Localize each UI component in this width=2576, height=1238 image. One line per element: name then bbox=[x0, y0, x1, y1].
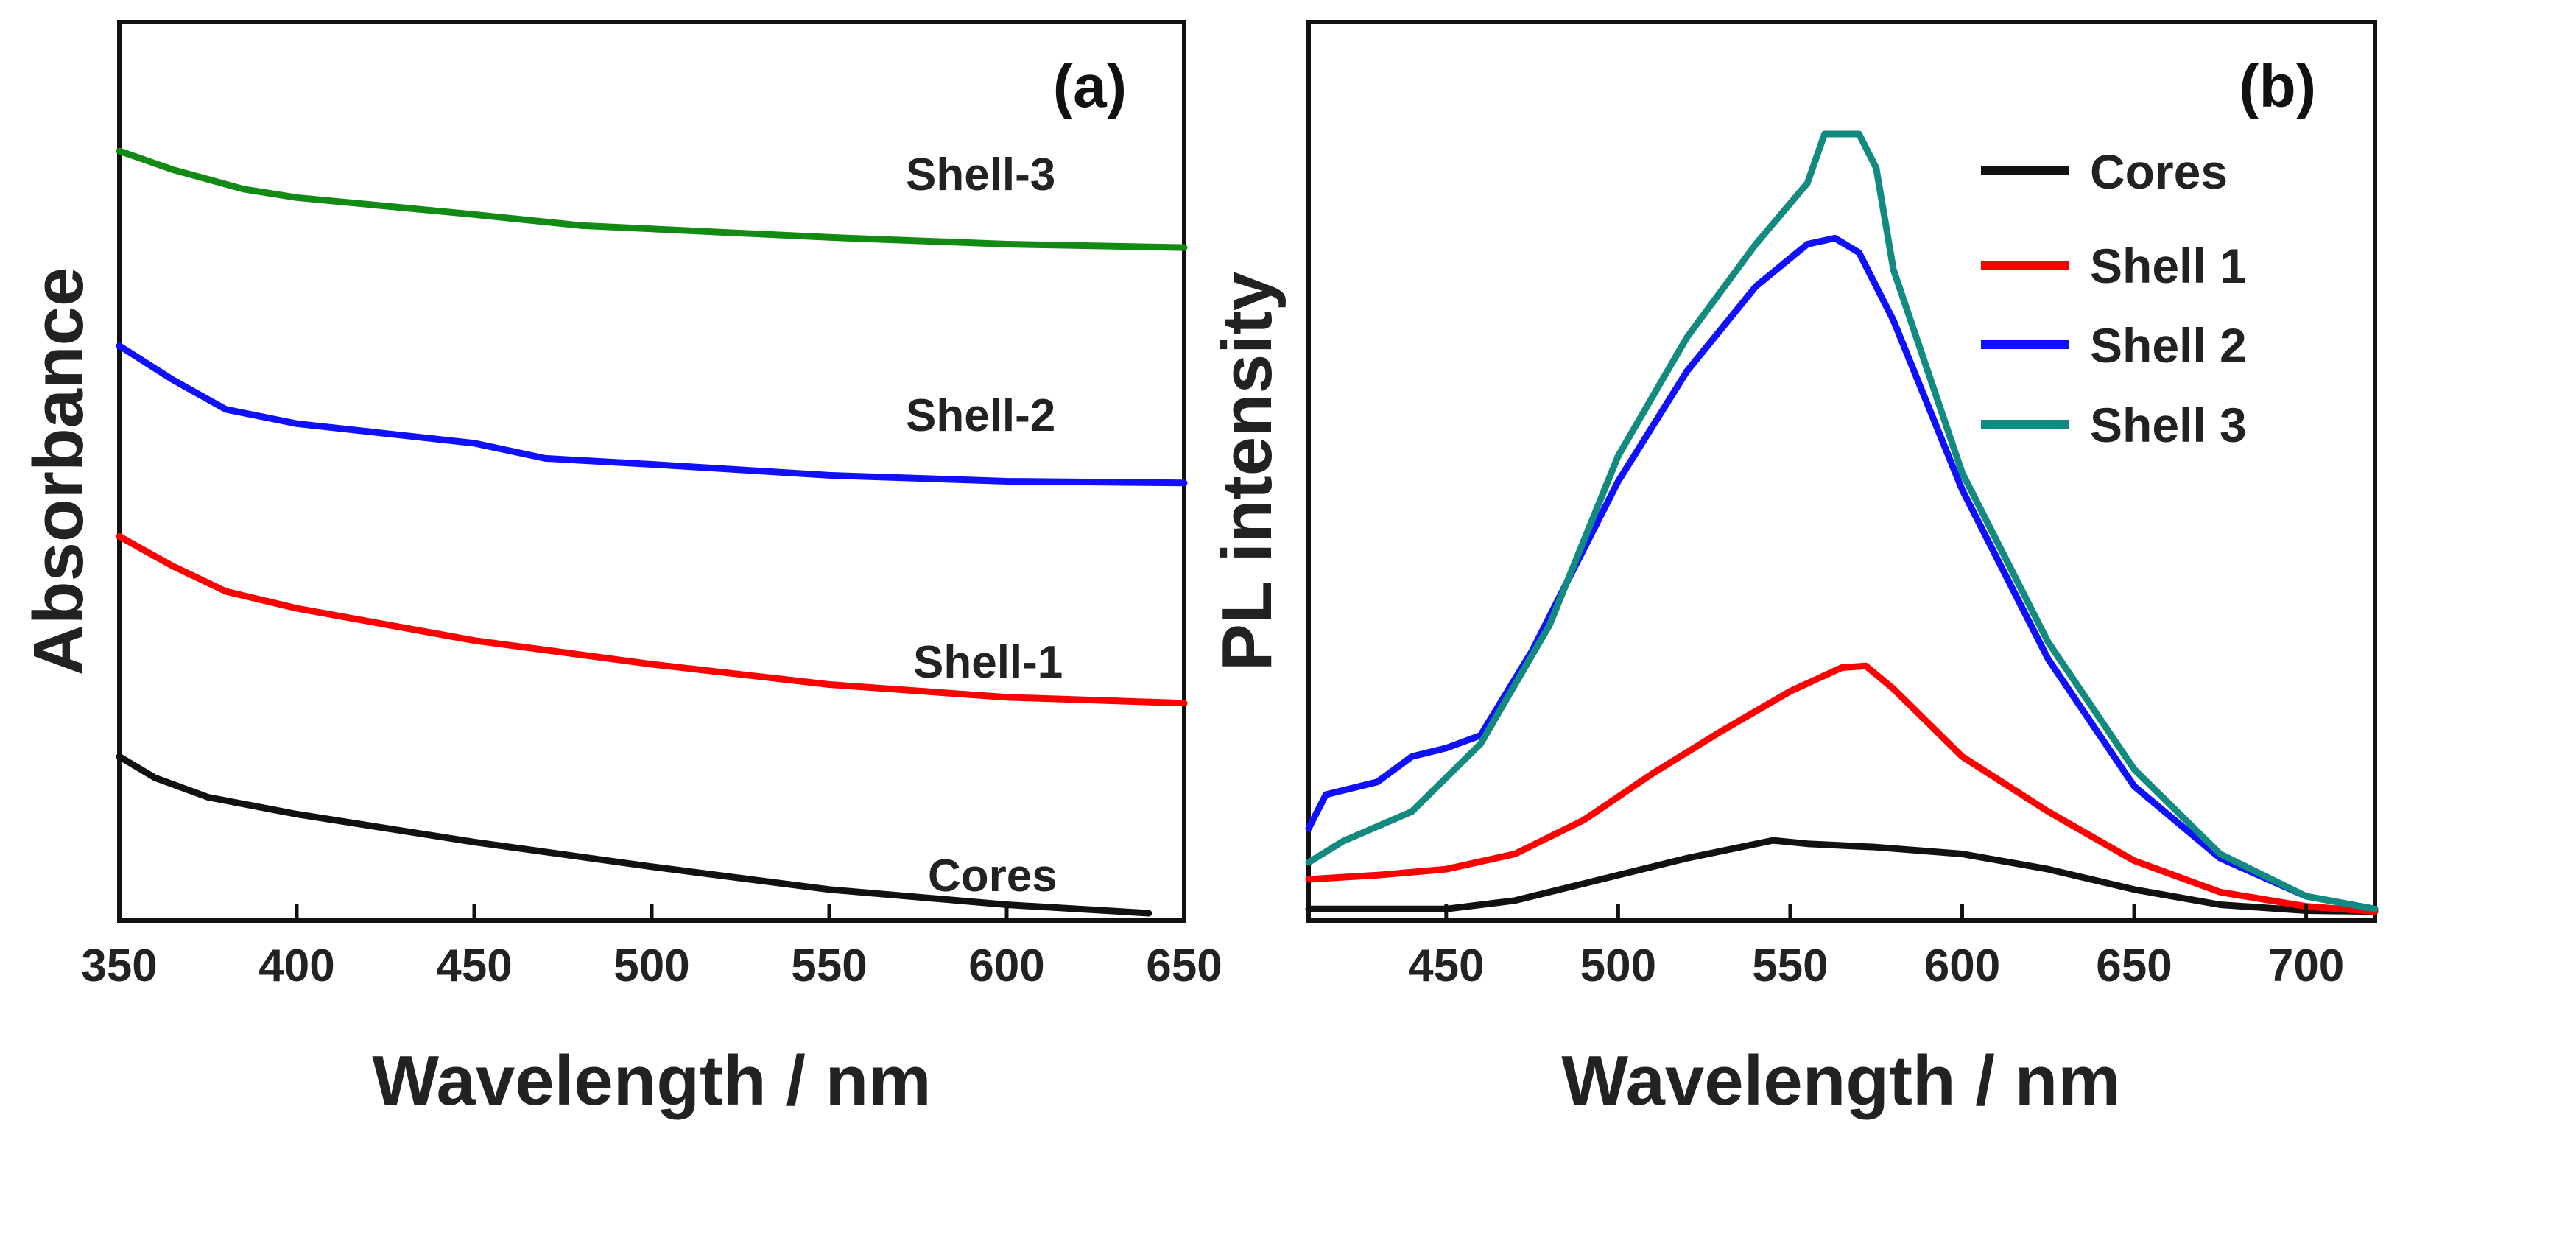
panel-b-x-tick-label-500: 500 bbox=[1580, 940, 1656, 991]
panel-a-x-axis-label: Wavelength / nm bbox=[372, 1041, 931, 1120]
panel-b-x-tick-label-700: 700 bbox=[2268, 940, 2344, 991]
panel-b-x-tick-label-550: 550 bbox=[1752, 940, 1828, 991]
panel-a-y-axis-label: Absorbance bbox=[19, 267, 98, 676]
legend-label-cores: Cores bbox=[2090, 144, 2228, 199]
panel-b-series-shell-2 bbox=[1305, 234, 2379, 912]
curve-label-shell-3: Shell-3 bbox=[906, 150, 1055, 200]
panel-a-tag: (a) bbox=[1053, 53, 1127, 120]
panel-a-series-group bbox=[116, 147, 1188, 917]
panel-a-absorbance-chart: 350 400 450 500 550 600 650 (a) Shell-3 Shell-… bbox=[19, 20, 1222, 1120]
panel-a-plot-frame bbox=[117, 20, 1186, 923]
panel-b-y-axis-label: PL intensity bbox=[1208, 272, 1287, 671]
panel-a-series-cores bbox=[116, 753, 1152, 917]
curve-label-cores: Cores bbox=[928, 851, 1058, 901]
panel-a-x-tick-label-450: 450 bbox=[436, 940, 512, 991]
panel-a-x-tick-label-600: 600 bbox=[968, 940, 1044, 991]
panel-a-x-ticks bbox=[117, 904, 1186, 921]
panel-b-plot-frame bbox=[1306, 20, 2377, 923]
panel-b-x-axis-label: Wavelength / nm bbox=[1561, 1041, 2120, 1120]
legend-label-shell-3: Shell 3 bbox=[2090, 398, 2247, 452]
legend-label-shell-1: Shell 1 bbox=[2090, 239, 2247, 293]
panel-a-series-shell-1 bbox=[116, 532, 1188, 707]
panel-a-x-tick-labels: 350 400 450 500 550 600 650 bbox=[81, 940, 1222, 991]
panel-a-x-tick-label-550: 550 bbox=[791, 940, 867, 991]
panel-b-series-shell-1 bbox=[1305, 662, 2379, 915]
panel-a-series-shell-2 bbox=[116, 342, 1188, 487]
panel-b-x-ticks bbox=[1444, 904, 2309, 921]
curve-label-shell-1: Shell-1 bbox=[913, 637, 1063, 688]
legend-label-shell-2: Shell 2 bbox=[2090, 318, 2247, 373]
panel-b-pl-chart: 450 500 550 600 650 700 (b) Cores Shell 1 She… bbox=[1208, 20, 2379, 1120]
panel-b-x-tick-label-450: 450 bbox=[1408, 940, 1484, 991]
panel-b-series-shell-3 bbox=[1305, 130, 2379, 912]
panel-b-series-cores bbox=[1305, 837, 2379, 915]
panel-b-legend: Cores Shell 1 Shell 2 Shell 3 bbox=[1981, 144, 2247, 452]
panel-b-x-tick-label-600: 600 bbox=[1924, 940, 2000, 991]
panel-b-series-group bbox=[1305, 130, 2379, 915]
panel-a-x-tick-label-400: 400 bbox=[258, 940, 334, 991]
panel-b-x-tick-labels: 450 500 550 600 650 700 bbox=[1408, 940, 2344, 991]
panel-a-series-shell-3 bbox=[116, 147, 1188, 251]
panel-a-x-tick-label-650: 650 bbox=[1146, 940, 1222, 991]
panel-a-x-tick-label-350: 350 bbox=[81, 940, 157, 991]
panel-b-tag: (b) bbox=[2239, 53, 2316, 120]
curve-label-shell-2: Shell-2 bbox=[906, 390, 1055, 441]
panel-b-x-tick-label-650: 650 bbox=[2096, 940, 2172, 991]
panel-a-x-tick-label-500: 500 bbox=[613, 940, 689, 991]
